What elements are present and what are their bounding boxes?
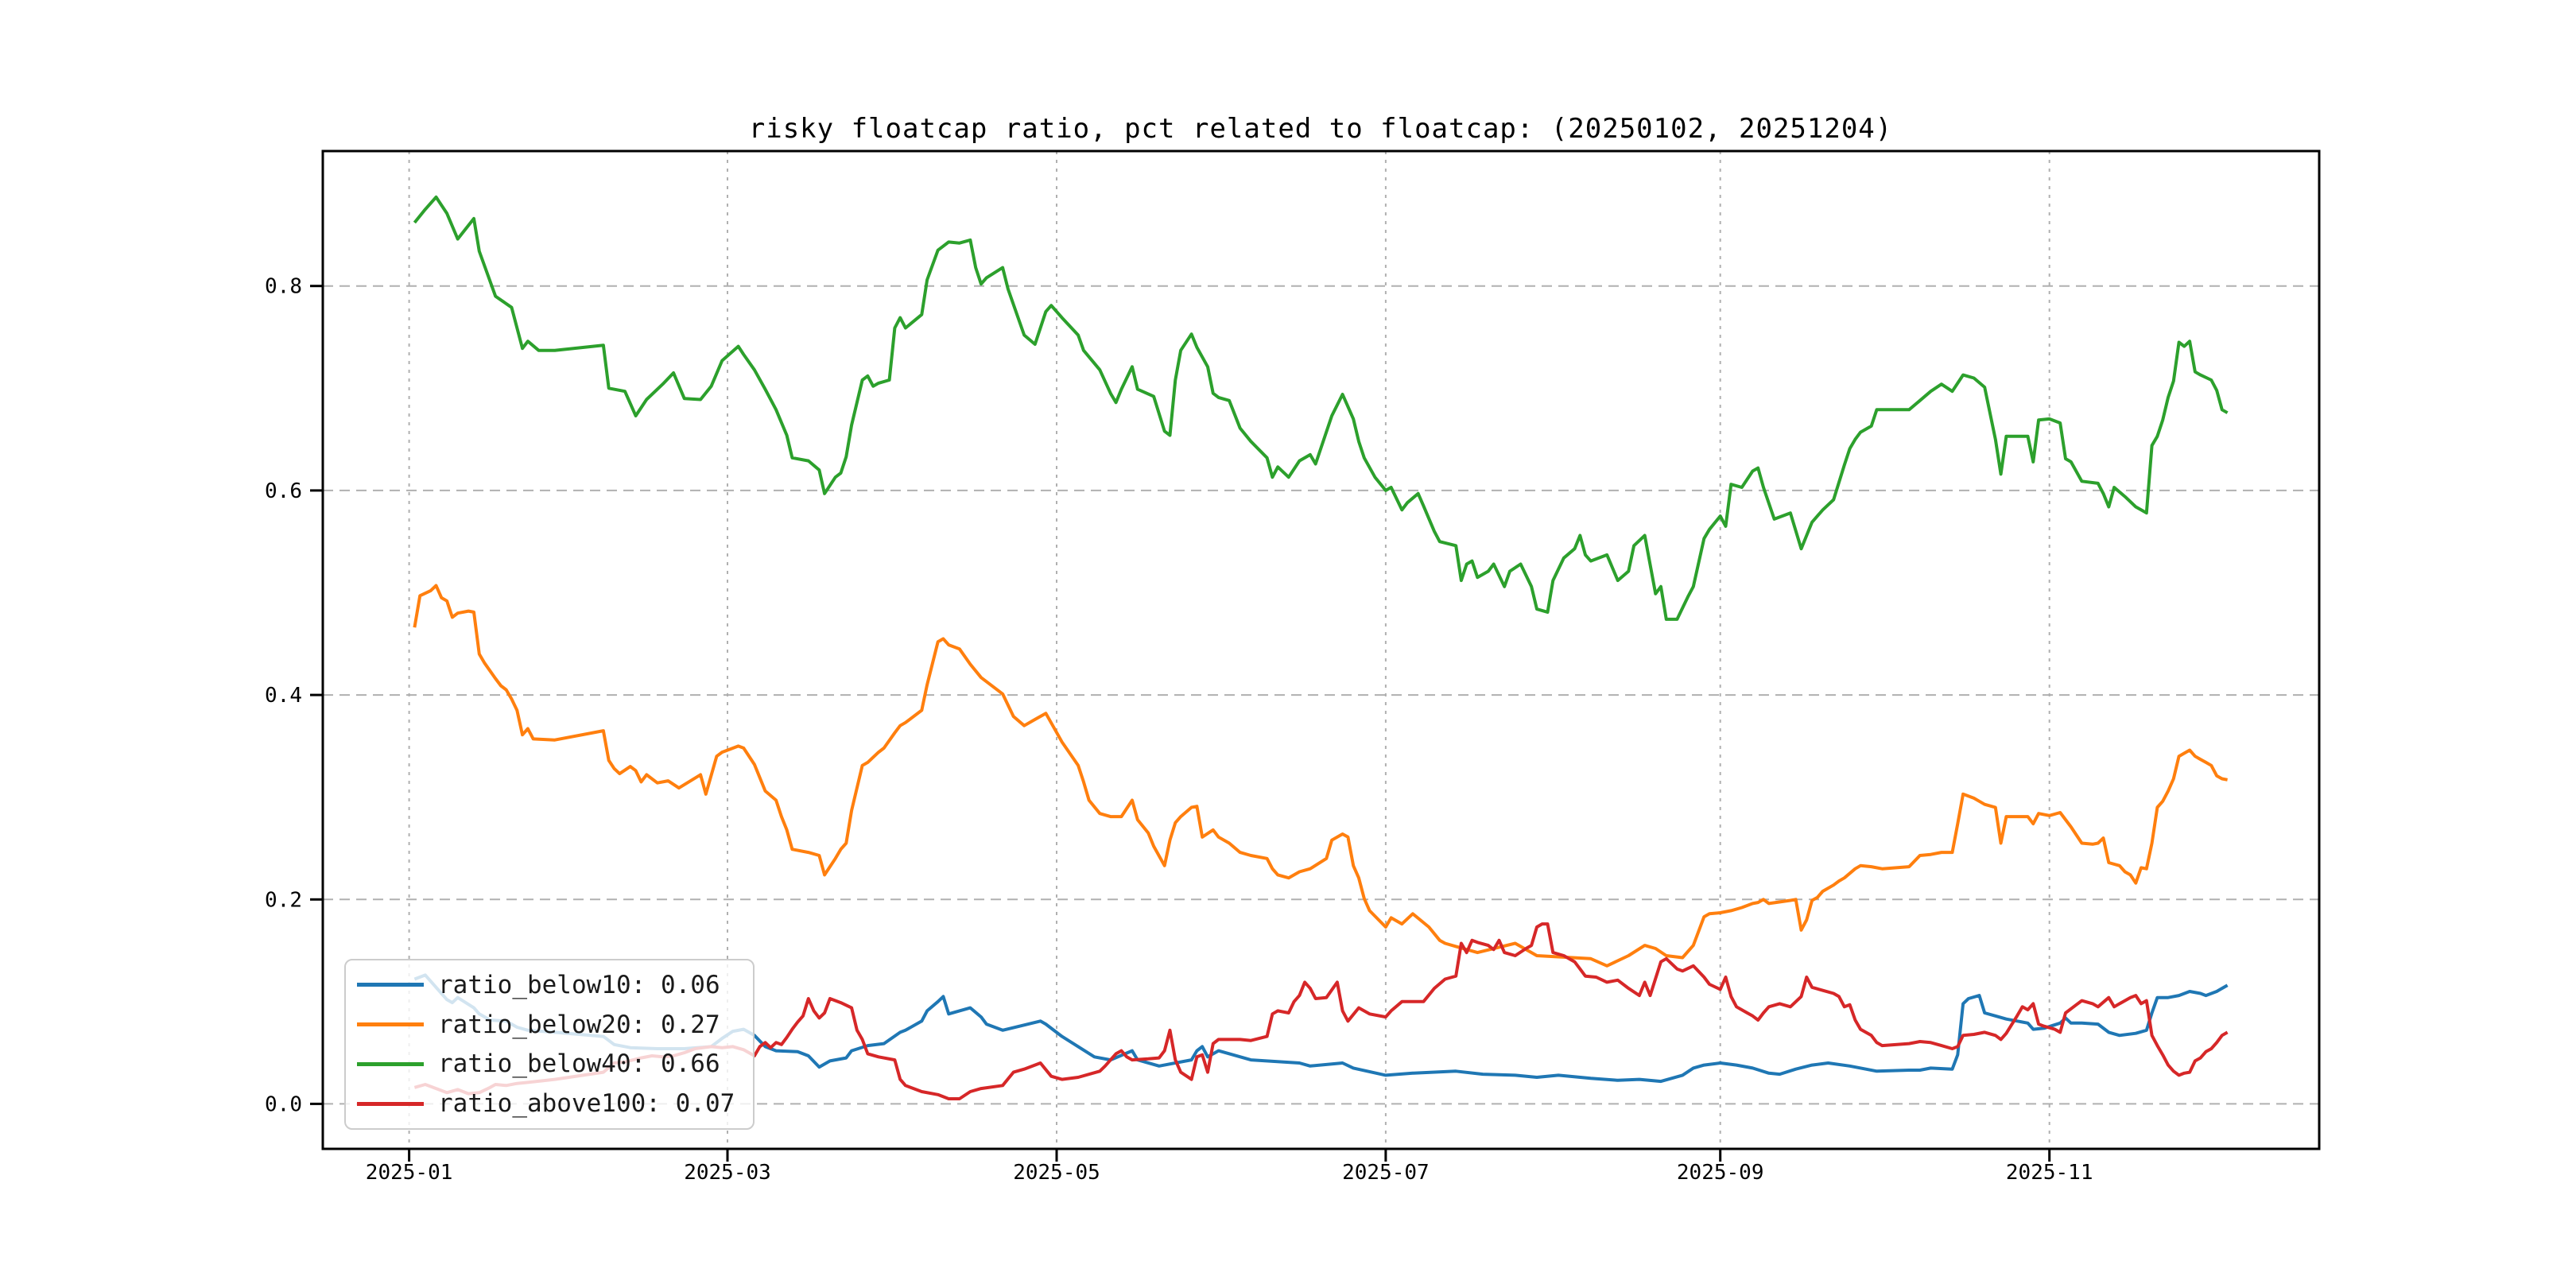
legend-swatch-ratio_below20 <box>357 1022 424 1027</box>
y-tick-label: 0.8 <box>265 275 302 299</box>
legend: ratio_below10: 0.06 ratio_below20: 0.27 ra… <box>344 959 755 1130</box>
y-tick-label: 0.6 <box>265 479 302 503</box>
legend-label-ratio_below40: ratio_below40: 0.66 <box>438 1049 720 1079</box>
legend-swatch-ratio_below40 <box>357 1061 424 1066</box>
legend-row: ratio_above100: 0.07 <box>357 1089 742 1118</box>
x-tick-label: 2025-11 <box>2006 1161 2093 1185</box>
series-line-ratio_above100 <box>413 922 2229 1100</box>
y-tick-label: 0.0 <box>265 1092 302 1116</box>
axes-frame <box>321 149 2321 1150</box>
x-tick-label: 2025-03 <box>684 1161 771 1185</box>
legend-label-ratio_below20: ratio_below20: 0.27 <box>438 1010 720 1039</box>
legend-row: ratio_below40: 0.66 <box>357 1049 742 1078</box>
chart-title: risky floatcap ratio, pct related to flo… <box>748 113 1893 145</box>
x-tick-label: 2025-05 <box>1013 1161 1100 1185</box>
series-line-ratio_below20 <box>413 584 2228 968</box>
series-line-ratio_below40 <box>413 195 2229 621</box>
y-tick-label: 0.2 <box>265 888 302 912</box>
legend-swatch-ratio_above100 <box>357 1101 424 1106</box>
legend-row: ratio_below20: 0.27 <box>357 1011 742 1039</box>
legend-swatch-ratio_below10 <box>357 983 424 987</box>
legend-row: ratio_below10: 0.06 <box>357 971 742 999</box>
x-tick-label: 2025-09 <box>1677 1161 1764 1185</box>
x-tick-label: 2025-01 <box>366 1161 453 1185</box>
legend-label-ratio_above100: ratio_above100: 0.07 <box>438 1089 735 1119</box>
legend-label-ratio_below10: ratio_below10: 0.06 <box>438 970 720 999</box>
y-tick-label: 0.4 <box>265 684 302 708</box>
x-tick-label: 2025-07 <box>1342 1161 1430 1185</box>
